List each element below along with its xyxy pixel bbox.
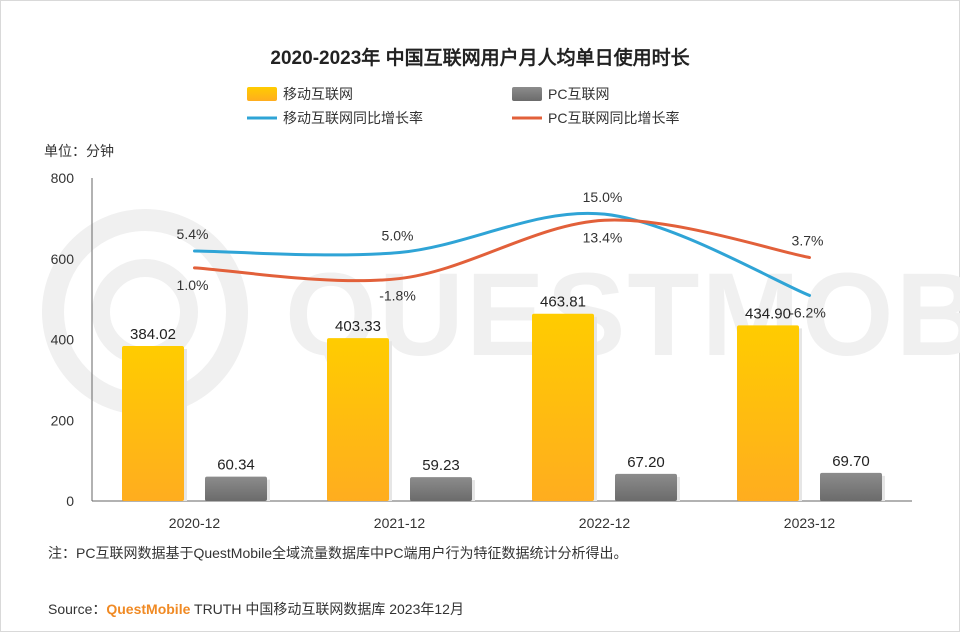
x-tick-label: 2022-12 <box>579 515 631 531</box>
bar-pc <box>615 473 677 501</box>
legend-label-pc: PC互联网 <box>548 86 609 102</box>
source-rest: TRUTH 中国移动互联网数据库 2023年12月 <box>190 601 464 617</box>
y-tick-label: 800 <box>51 170 75 186</box>
source-prefix: Source： <box>48 601 107 617</box>
x-ticks: 2020-12 2021-12 2022-12 2023-12 <box>169 515 836 531</box>
bar-label-pc: 59.23 <box>422 457 460 474</box>
data-labels: 384.02 60.34 403.33 59.23 463.81 67.20 434.90 6… <box>130 189 870 474</box>
point-label-mobile-growth: 5.4% <box>177 226 209 242</box>
point-label-pc-growth: 3.7% <box>792 232 824 248</box>
point-label-mobile-growth: 5.0% <box>382 228 414 244</box>
bar-mobile <box>532 313 594 501</box>
point-label-pc-growth: 13.4% <box>583 229 623 245</box>
bar-label-pc: 60.34 <box>217 457 255 474</box>
y-tick-label: 200 <box>51 412 75 428</box>
bar-mobile <box>737 325 799 501</box>
y-ticks: 0 200 400 600 800 <box>51 170 75 509</box>
bar-mobile <box>122 345 184 501</box>
y-tick-label: 0 <box>66 493 74 509</box>
line-pc-growth <box>193 218 811 283</box>
watermark: QUESTMOBILE <box>42 209 960 415</box>
unit-label: 单位：分钟 <box>44 143 114 159</box>
point-label-pc-growth: -1.8% <box>379 288 416 304</box>
legend-swatch-pc <box>512 87 542 101</box>
legend: 移动互联网 PC互联网 移动互联网同比增长率 PC互联网同比增长率 <box>247 86 679 126</box>
point-label-mobile-growth: -6.2% <box>789 304 826 320</box>
footnote: 注：PC互联网数据基于QuestMobile全域流量数据库中PC端用户行为特征数… <box>48 545 628 561</box>
legend-label-mobile: 移动互联网 <box>283 86 353 102</box>
bar-label-mobile: 403.33 <box>335 318 381 335</box>
bar-pc <box>205 476 267 501</box>
bar-mobile <box>327 338 389 501</box>
bar-pc <box>410 477 472 501</box>
bar-label-mobile: 384.02 <box>130 326 176 343</box>
bar-label-mobile: 434.90 <box>745 305 791 322</box>
x-tick-label: 2021-12 <box>374 515 426 531</box>
y-tick-label: 400 <box>51 332 75 348</box>
x-tick-label: 2020-12 <box>169 515 221 531</box>
bar-label-pc: 69.70 <box>832 453 870 470</box>
point-label-pc-growth: 1.0% <box>177 277 209 293</box>
bar-label-pc: 67.20 <box>627 454 665 471</box>
line-mobile-growth <box>193 211 811 297</box>
source-brand: QuestMobile <box>106 601 191 617</box>
legend-label-mobile-growth: 移动互联网同比增长率 <box>283 110 423 126</box>
chart-title: 2020-2023年 中国互联网用户月人均单日使用时长 <box>270 46 690 69</box>
point-label-mobile-growth: 15.0% <box>583 189 623 205</box>
bar-pc <box>820 472 882 501</box>
source-line: Source：QuestMobile TRUTH 中国移动互联网数据库 2023… <box>48 599 464 619</box>
x-tick-label: 2023-12 <box>784 515 836 531</box>
legend-swatch-mobile <box>247 87 277 101</box>
legend-label-pc-growth: PC互联网同比增长率 <box>548 110 679 126</box>
y-tick-label: 600 <box>51 251 75 267</box>
watermark-text: QUESTMOBILE <box>285 249 960 381</box>
bars <box>122 313 885 501</box>
bar-label-mobile: 463.81 <box>540 294 586 311</box>
growth-lines <box>193 211 811 297</box>
